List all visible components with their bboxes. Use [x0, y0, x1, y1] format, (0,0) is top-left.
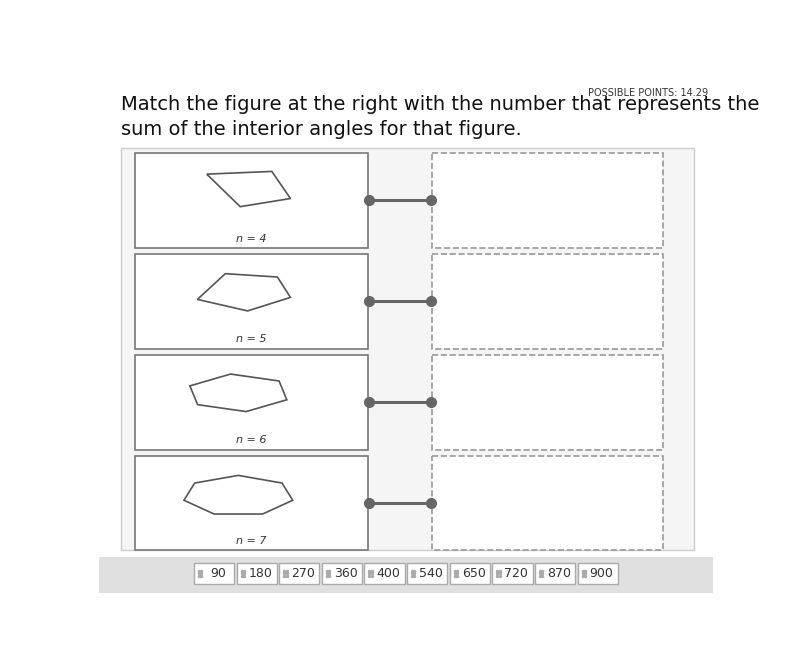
FancyBboxPatch shape: [135, 456, 368, 550]
FancyBboxPatch shape: [577, 563, 618, 584]
FancyBboxPatch shape: [450, 563, 490, 584]
FancyBboxPatch shape: [99, 557, 713, 593]
FancyBboxPatch shape: [135, 254, 368, 348]
Text: 270: 270: [291, 567, 315, 580]
Text: 720: 720: [505, 567, 528, 580]
Text: n = 5: n = 5: [237, 334, 267, 344]
FancyBboxPatch shape: [493, 563, 532, 584]
Text: 180: 180: [249, 567, 272, 580]
FancyBboxPatch shape: [280, 563, 319, 584]
Text: 90: 90: [210, 567, 226, 580]
FancyBboxPatch shape: [535, 563, 575, 584]
FancyBboxPatch shape: [432, 456, 663, 550]
FancyBboxPatch shape: [407, 563, 447, 584]
FancyBboxPatch shape: [432, 153, 663, 248]
FancyBboxPatch shape: [364, 563, 405, 584]
Text: n = 6: n = 6: [237, 436, 267, 446]
Text: Match the figure at the right with the number that represents the
sum of the int: Match the figure at the right with the n…: [120, 95, 759, 139]
Text: n = 4: n = 4: [237, 234, 267, 244]
Text: 540: 540: [419, 567, 443, 580]
Text: 870: 870: [547, 567, 571, 580]
FancyBboxPatch shape: [432, 254, 663, 348]
Text: n = 7: n = 7: [237, 536, 267, 546]
FancyBboxPatch shape: [237, 563, 277, 584]
Text: 650: 650: [462, 567, 485, 580]
FancyBboxPatch shape: [432, 355, 663, 450]
FancyBboxPatch shape: [120, 148, 695, 549]
FancyBboxPatch shape: [135, 355, 368, 450]
FancyBboxPatch shape: [135, 153, 368, 248]
Text: 360: 360: [334, 567, 358, 580]
FancyBboxPatch shape: [322, 563, 362, 584]
FancyBboxPatch shape: [194, 563, 234, 584]
Text: POSSIBLE POINTS: 14.29: POSSIBLE POINTS: 14.29: [588, 88, 708, 98]
Text: 400: 400: [376, 567, 401, 580]
Text: 900: 900: [590, 567, 614, 580]
